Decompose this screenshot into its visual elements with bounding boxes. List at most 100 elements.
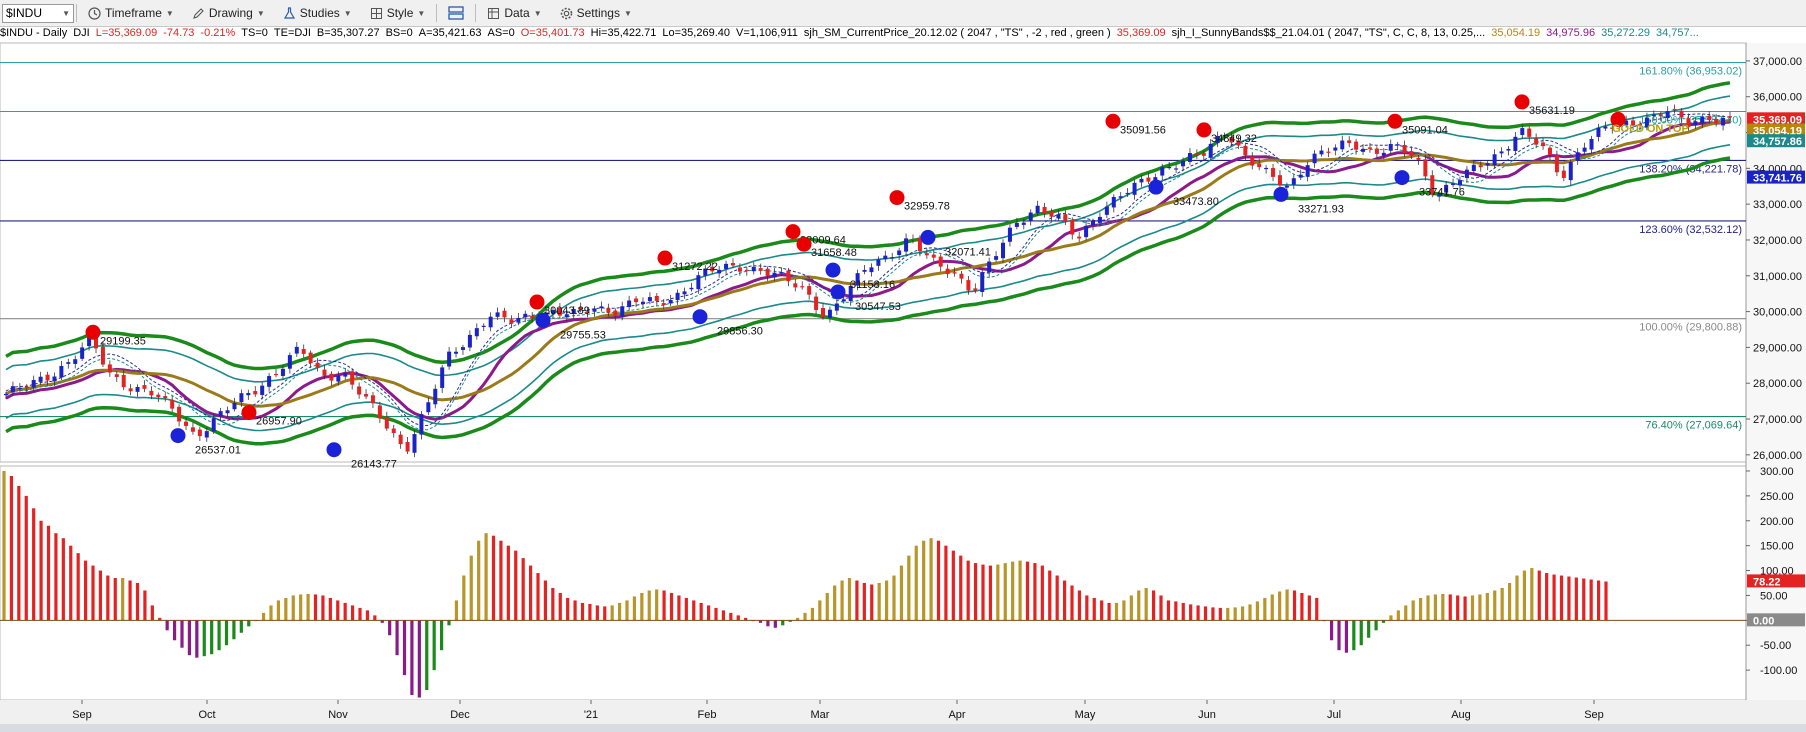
histogram-bar <box>32 508 36 621</box>
histogram-bar <box>1426 595 1430 621</box>
swing-low-dot <box>830 284 846 300</box>
candle-body <box>1499 151 1504 154</box>
time-tick-label: Mar <box>811 709 830 721</box>
candle-body <box>267 376 272 387</box>
swing-low-dot <box>170 428 186 444</box>
candle-body <box>1160 167 1165 176</box>
swing-low-dot <box>1273 186 1289 202</box>
histogram-bar <box>1545 573 1549 621</box>
histogram-bar <box>751 620 755 622</box>
style-button[interactable]: Style ▼ <box>361 2 435 24</box>
histogram-bar <box>840 580 844 621</box>
last-price: L=35,369.09 <box>95 27 158 39</box>
candle-body <box>675 292 680 301</box>
settings-button[interactable]: Settings ▼ <box>551 2 641 24</box>
chevron-down-icon[interactable]: ▼ <box>62 8 70 18</box>
candle-body <box>232 402 237 410</box>
drawing-label: Drawing <box>208 6 253 20</box>
histogram-bar <box>595 605 599 621</box>
candle-body <box>398 434 403 445</box>
volume-value: V=1,106,911 <box>736 27 798 39</box>
candle-body <box>994 256 999 260</box>
candle-body <box>1264 167 1269 170</box>
candle-body <box>163 396 168 399</box>
histogram-bar <box>61 538 65 621</box>
histogram-bar <box>350 605 355 621</box>
histogram-bar <box>1396 610 1400 621</box>
studies-button[interactable]: Studies ▼ <box>274 2 361 24</box>
histogram-bar <box>1226 607 1230 621</box>
chart-title: $INDU - Daily <box>0 27 68 39</box>
data-button[interactable]: Data ▼ <box>478 2 550 24</box>
layout-button[interactable] <box>439 2 473 24</box>
candle-body <box>1049 211 1054 217</box>
swing-low-dot <box>326 442 342 458</box>
candle-body <box>502 310 507 318</box>
candle-body <box>634 298 639 303</box>
candles <box>4 104 1732 458</box>
candle-body <box>1222 134 1227 137</box>
candle-body <box>1167 166 1172 169</box>
histogram-bar <box>180 620 184 648</box>
candle-body <box>1077 236 1082 239</box>
histogram-bar <box>365 610 370 621</box>
candle-body <box>1568 161 1573 181</box>
indicator-panel <box>0 465 1747 701</box>
histogram-bar <box>1522 570 1527 621</box>
candle-body <box>1388 144 1393 151</box>
histogram-bar <box>321 595 325 621</box>
histogram-bar <box>306 593 310 621</box>
histogram-bar <box>1292 590 1297 621</box>
histogram-bar <box>143 590 147 621</box>
histogram-bar <box>699 602 703 621</box>
histogram-bar <box>914 545 918 621</box>
indicator-value: 78.22 <box>355 466 384 478</box>
candle-body <box>737 267 742 272</box>
swing-high-label: 32959.78 <box>904 201 950 213</box>
candle-body <box>1575 152 1580 161</box>
candle-body <box>460 347 465 350</box>
candle-body <box>1651 114 1656 117</box>
histogram-bar <box>1211 607 1215 621</box>
histogram-bar <box>647 590 651 621</box>
fib-label: 161.80% (36,953.02) <box>1639 66 1742 78</box>
candle-body <box>1146 177 1151 182</box>
histogram-bar <box>1567 576 1571 621</box>
indicator-tick-label: 150.00 <box>1760 541 1794 553</box>
histogram-bar <box>202 620 206 657</box>
toolbar-divider <box>475 4 477 22</box>
indicator-tick-label: 250.00 <box>1760 491 1794 503</box>
drawing-button[interactable]: Drawing ▼ <box>183 2 274 24</box>
histogram-bar <box>981 564 985 621</box>
symbol-input[interactable]: $INDU ▼ <box>2 3 74 23</box>
histogram-bar <box>1196 605 1200 621</box>
flask-icon <box>283 6 295 19</box>
histogram-bar <box>514 550 518 621</box>
outer-lower-band <box>5 156 1731 446</box>
histogram-bar <box>1166 600 1171 621</box>
indicator-tick-label: 200.00 <box>1760 516 1794 528</box>
histogram-bar <box>506 545 510 621</box>
toolbar-divider <box>436 4 438 22</box>
chevron-down-icon: ▼ <box>417 8 426 18</box>
histogram-bar <box>165 620 169 631</box>
candle-body <box>945 268 950 274</box>
time-tick-label: Sep <box>72 709 92 721</box>
timeframe-button[interactable]: Timeframe ▼ <box>79 2 183 24</box>
candle-body <box>100 346 105 365</box>
style-label: Style <box>386 6 414 20</box>
histogram-bar <box>810 607 815 621</box>
histogram-bar <box>1344 620 1349 653</box>
histogram-bar <box>929 538 933 621</box>
candle-body <box>142 385 147 389</box>
histogram-bar <box>1263 597 1267 621</box>
candle-body <box>1672 108 1677 111</box>
swing-low-label: 33271.93 <box>1298 203 1344 215</box>
candle-body <box>128 388 133 392</box>
candle-body <box>1001 242 1006 259</box>
clock-icon <box>88 6 101 20</box>
time-tick-label: Sep <box>1584 709 1604 721</box>
histogram-bar <box>343 602 347 621</box>
candle-body <box>1610 127 1615 129</box>
